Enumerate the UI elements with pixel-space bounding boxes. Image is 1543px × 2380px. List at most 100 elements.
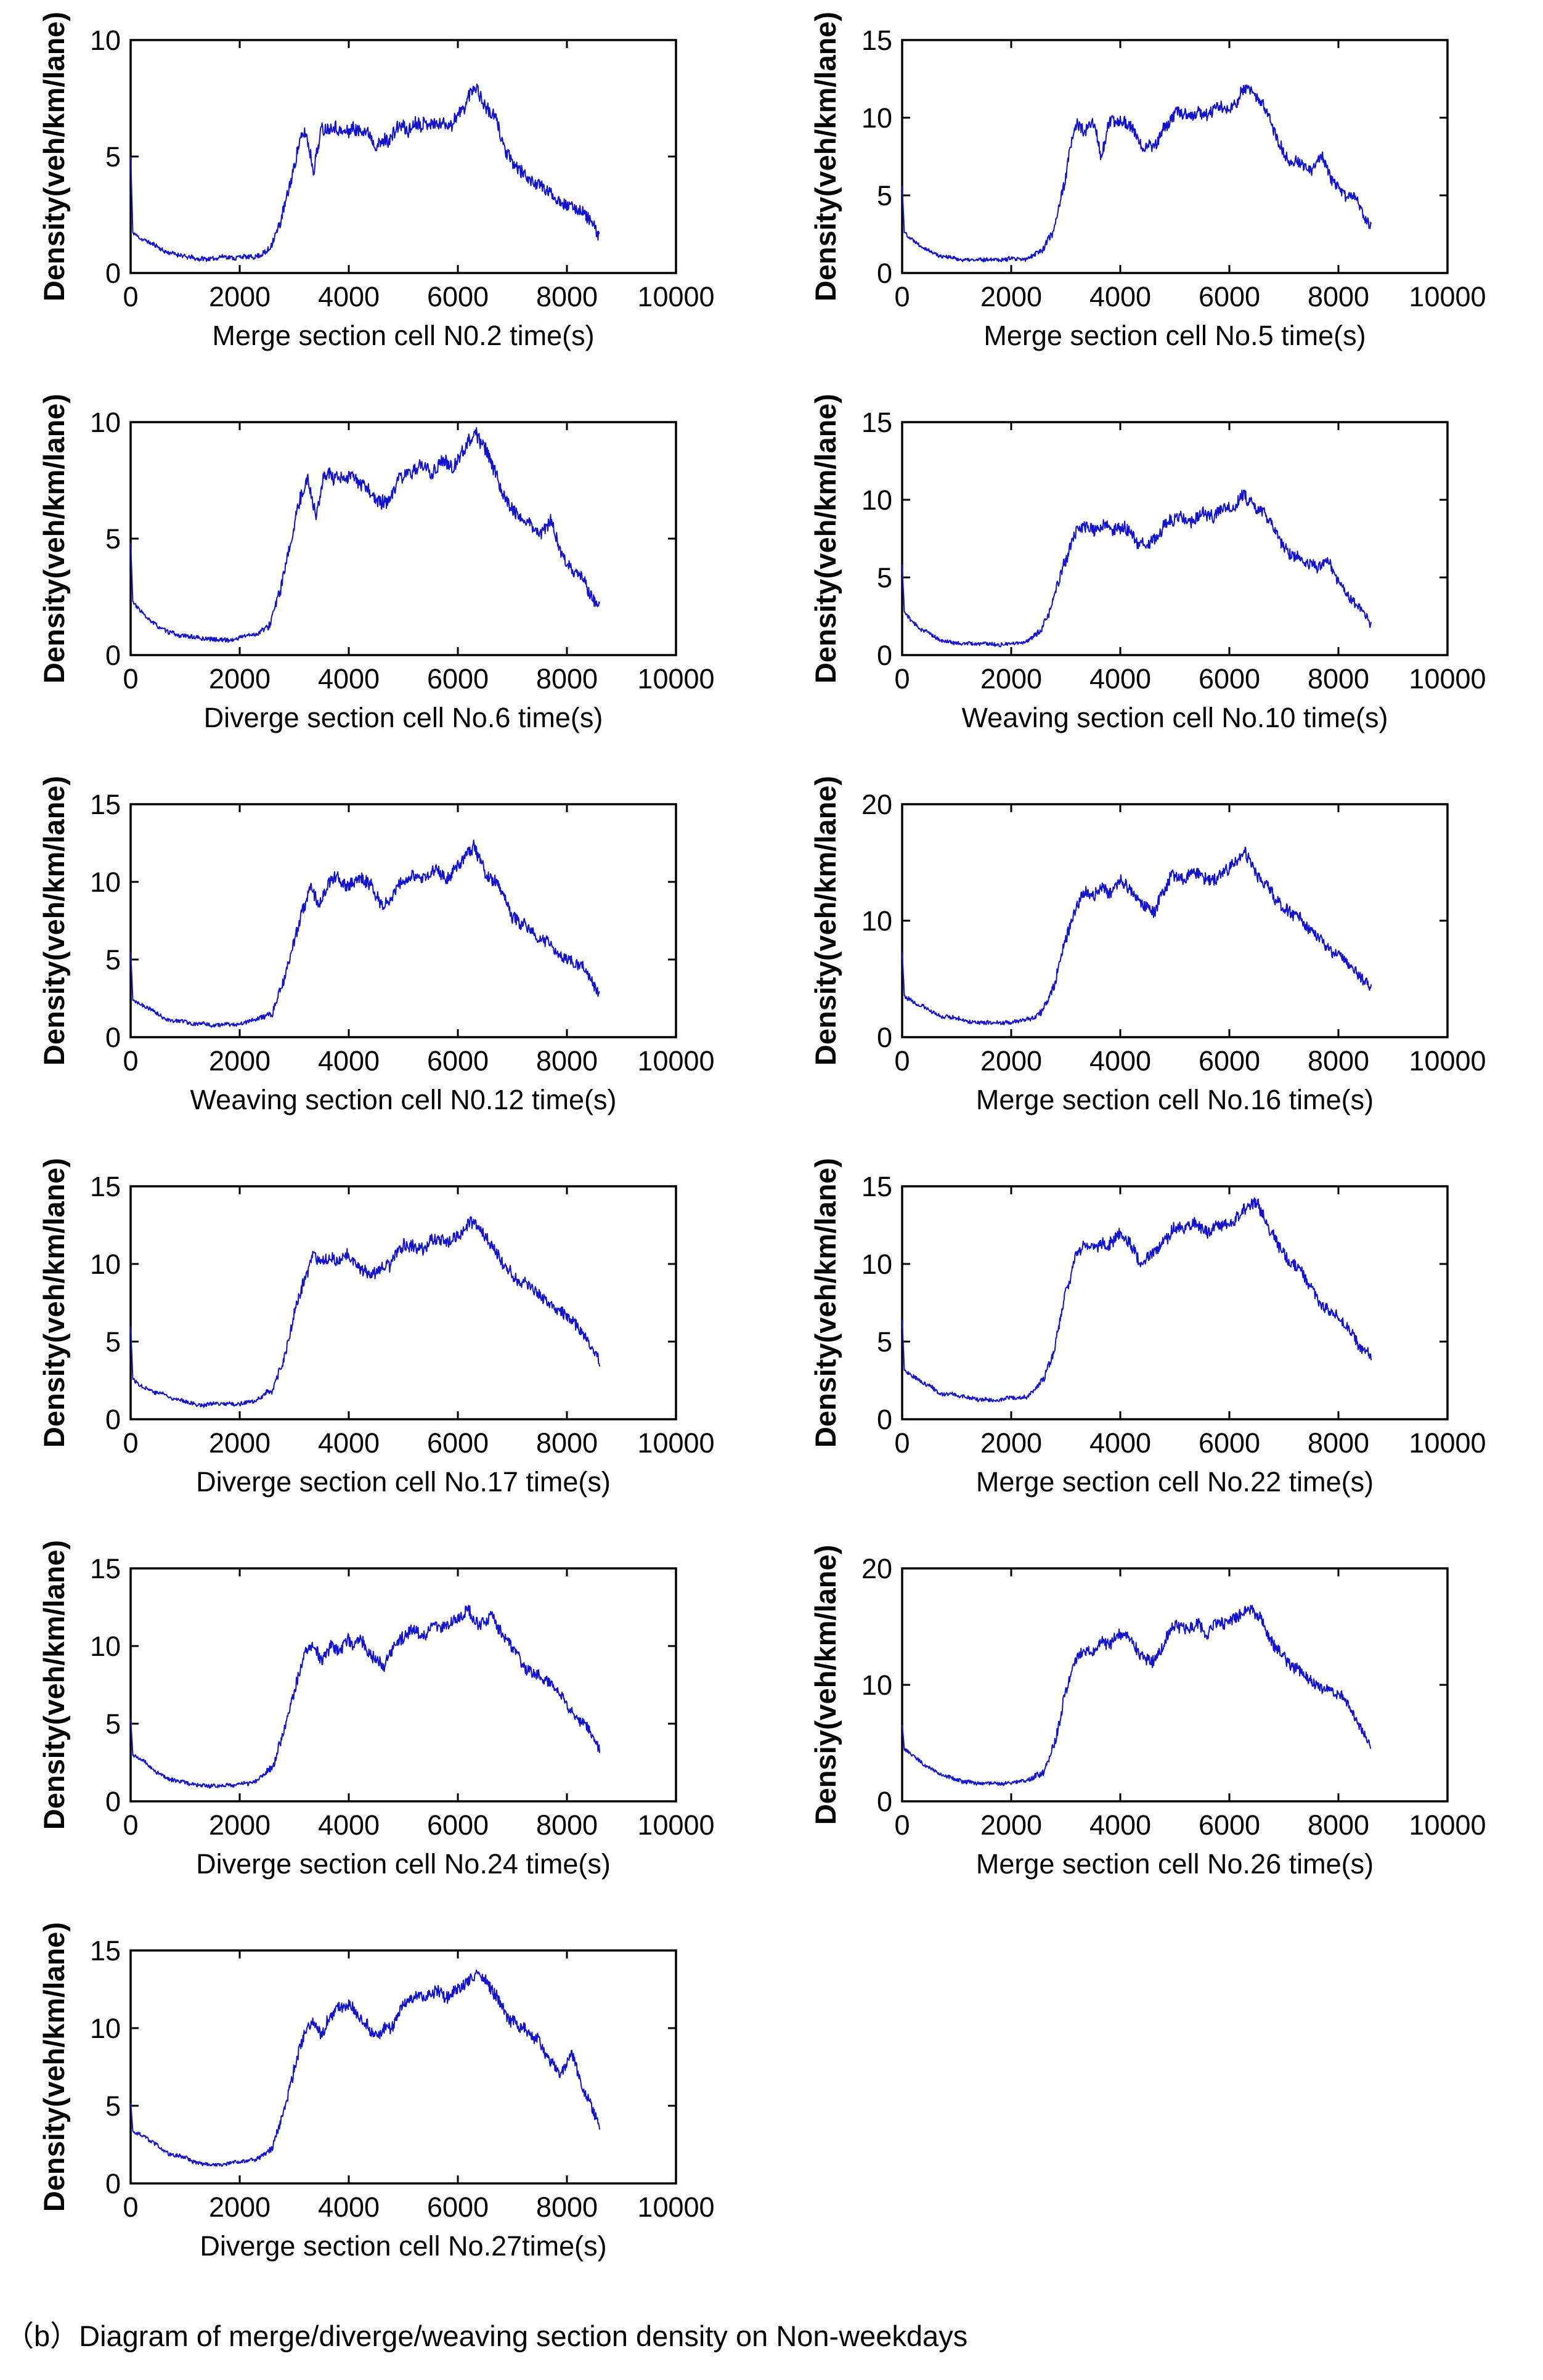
y-tick-label: 5: [105, 523, 121, 555]
density-line: [130, 1605, 601, 1789]
x-tick-label: 2000: [980, 1809, 1042, 1841]
x-tick-label: 4000: [318, 663, 380, 695]
x-tick-label: 10000: [1409, 1045, 1486, 1077]
x-tick-label: 0: [123, 281, 138, 312]
y-axis-label: Density(veh/km/lane): [38, 1540, 70, 1830]
chart-cell-2: 0 2000 4000 6000 8000 10000 0 5 10 15 Density(veh/…: [772, 0, 1543, 382]
plot-box: [901, 1185, 1449, 1420]
y-tick-label: 5: [877, 180, 892, 211]
y-tick-label: 0: [877, 258, 892, 289]
chart-canvas: 0 2000 4000 6000 8000 10000 0 5 10 Density(veh/km…: [38, 394, 715, 733]
density-line: [130, 427, 601, 643]
plot-box: [129, 1949, 677, 2185]
x-axis-title: Diverge section cell No.24 time(s): [196, 1848, 611, 1880]
x-tick-label: 4000: [1089, 663, 1151, 695]
y-tick-label: 20: [861, 789, 892, 820]
x-axis-title: Merge section cell No.22 time(s): [976, 1466, 1374, 1498]
x-tick-label: 10000: [1409, 1809, 1486, 1841]
density-line: [902, 1197, 1372, 1403]
y-tick-label: 0: [105, 1404, 121, 1435]
plot-box: [129, 1185, 677, 1420]
x-tick-label: 2000: [980, 663, 1042, 695]
y-tick-label: 15: [861, 25, 892, 56]
y-tick-label: 10: [861, 484, 892, 516]
x-tick-label: 0: [894, 281, 910, 312]
chart-cell-4: 0 2000 4000 6000 8000 10000 0 5 10 15 Density(veh/…: [772, 382, 1543, 764]
x-tick-label: 0: [123, 1809, 138, 1841]
x-tick-label: 10000: [637, 1427, 714, 1459]
y-axis-label: Density(veh/km/lane): [809, 394, 842, 683]
y-axis-label: Density(veh/km/lane): [809, 12, 842, 301]
x-tick-label: 6000: [1199, 1427, 1260, 1459]
figure-caption: （b）Diagram of merge/diverge/weaving sect…: [5, 2320, 968, 2352]
y-tick-label: 10: [90, 1249, 121, 1280]
plot-box: [129, 421, 677, 656]
x-axis-title: Merge section cell N0.2 time(s): [212, 320, 594, 351]
density-line: [902, 846, 1372, 1025]
y-tick-label: 0: [105, 1786, 121, 1817]
y-tick-label: 10: [90, 1631, 121, 1662]
chart-canvas: 0 2000 4000 6000 8000 10000 0 5 10 15 Density(veh/…: [809, 12, 1486, 351]
y-tick-label: 15: [861, 407, 892, 438]
x-tick-label: 4000: [318, 2191, 380, 2223]
y-tick-label: 15: [90, 1171, 121, 1202]
x-tick-label: 6000: [1199, 1045, 1260, 1077]
y-tick-label: 10: [861, 102, 892, 134]
chart-canvas: 0 2000 4000 6000 8000 10000 0 5 10 15 Density(veh/…: [38, 1540, 715, 1880]
y-tick-label: 5: [105, 1326, 121, 1358]
y-axis-label: Densiy(veh/km/lane): [809, 1545, 842, 1825]
density-line: [130, 83, 600, 263]
x-tick-label: 0: [894, 1427, 910, 1459]
x-tick-label: 10000: [637, 1045, 714, 1077]
x-tick-label: 6000: [1199, 281, 1260, 312]
y-tick-label: 0: [105, 2168, 121, 2199]
x-tick-label: 2000: [980, 1045, 1042, 1077]
x-tick-label: 4000: [1089, 281, 1151, 312]
y-tick-label: 20: [861, 1553, 892, 1584]
y-tick-label: 5: [105, 944, 121, 976]
chart-cell-9: 0 2000 4000 6000 8000 10000 0 5 10 15 Density(veh/…: [0, 1528, 772, 1910]
x-axis-title: Weaving section cell N0.12 time(s): [190, 1084, 617, 1115]
y-tick-label: 0: [105, 258, 121, 289]
chart-canvas: 0 2000 4000 6000 8000 10000 0 5 10 15 Density(veh/…: [809, 394, 1486, 733]
x-tick-label: 0: [123, 2191, 138, 2223]
x-tick-label: 10000: [1409, 1427, 1486, 1459]
x-tick-label: 8000: [536, 2191, 598, 2223]
y-tick-label: 15: [90, 789, 121, 820]
x-tick-label: 4000: [1089, 1427, 1151, 1459]
x-tick-label: 0: [123, 663, 138, 695]
x-tick-label: 8000: [1308, 281, 1369, 312]
x-tick-label: 8000: [536, 663, 598, 695]
y-tick-label: 10: [90, 866, 121, 898]
y-axis-label: Density(veh/km/lane): [38, 1922, 70, 2212]
density-line: [902, 84, 1372, 263]
x-tick-label: 2000: [209, 2191, 271, 2223]
x-tick-label: 0: [894, 663, 910, 695]
x-tick-label: 10000: [637, 2191, 714, 2223]
chart-cell-11: 0 2000 4000 6000 8000 10000 0 5 10 15 Density(veh/…: [0, 1910, 772, 2292]
density-line: [130, 839, 600, 1028]
y-tick-label: 5: [105, 2090, 121, 2122]
plot-box: [129, 803, 677, 1038]
chart-canvas: 0 2000 4000 6000 8000 10000 0 5 10 15 Density(veh/…: [38, 776, 715, 1115]
x-axis-title: Weaving section cell No.10 time(s): [962, 702, 1388, 733]
x-tick-label: 6000: [427, 1427, 489, 1459]
x-tick-label: 6000: [427, 2191, 489, 2223]
chart-canvas: 0 2000 4000 6000 8000 10000 0 5 10 Density(veh/km…: [38, 12, 715, 351]
x-tick-label: 0: [123, 1045, 138, 1077]
y-tick-label: 15: [861, 1171, 892, 1202]
x-tick-label: 2000: [209, 281, 271, 312]
y-axis-label: Density(veh/km/lane): [38, 1158, 70, 1448]
y-tick-label: 5: [877, 562, 892, 593]
y-tick-label: 0: [877, 1022, 892, 1053]
y-tick-label: 10: [90, 2013, 121, 2044]
x-tick-label: 10000: [637, 1809, 714, 1841]
x-tick-label: 2000: [209, 1427, 271, 1459]
x-axis-title: Diverge section cell No.6 time(s): [204, 702, 603, 733]
chart-cell-5: 0 2000 4000 6000 8000 10000 0 5 10 15 Density(veh/…: [0, 764, 772, 1146]
y-tick-label: 10: [90, 25, 121, 56]
x-tick-label: 6000: [1199, 663, 1260, 695]
chart-canvas: 0 2000 4000 6000 8000 10000 0 5 10 15 Density(veh/…: [809, 1158, 1486, 1498]
plot-box: [129, 1567, 677, 1803]
